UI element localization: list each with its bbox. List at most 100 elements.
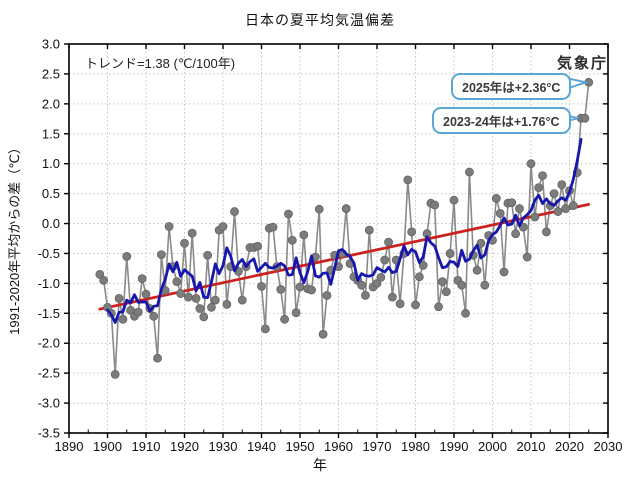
data-point-1904 xyxy=(118,314,128,324)
y-tick-label: -0.5 xyxy=(38,246,60,261)
y-tick-label: -3.5 xyxy=(38,426,60,441)
data-point-2003 xyxy=(499,267,509,277)
data-point-1919 xyxy=(176,289,186,298)
data-point-1903 xyxy=(114,293,124,303)
data-point-1981 xyxy=(414,272,424,282)
data-point-1914 xyxy=(156,250,166,260)
data-point-1971 xyxy=(376,272,386,282)
data-point-2024 xyxy=(580,113,590,123)
data-point-1935 xyxy=(237,295,247,305)
data-point-1957 xyxy=(322,290,332,300)
data-point-1966 xyxy=(357,280,367,290)
data-point-1993 xyxy=(461,308,470,318)
data-point-2012 xyxy=(534,183,544,193)
data-point-2019 xyxy=(561,204,571,213)
data-point-2010 xyxy=(526,159,536,169)
data-point-1931 xyxy=(222,299,232,309)
moving-average-line xyxy=(106,137,583,324)
data-point-1979 xyxy=(407,227,417,237)
data-point-1973 xyxy=(384,237,393,247)
data-point-1926 xyxy=(203,250,213,260)
data-point-1988 xyxy=(441,287,451,297)
y-tick-label: -1.0 xyxy=(38,276,60,291)
data-point-1996 xyxy=(472,265,482,275)
y-tick-label: 1.5 xyxy=(42,126,60,141)
x-tick-label: 2010 xyxy=(517,439,546,454)
data-point-2005 xyxy=(507,198,517,207)
y-axis-label: 1991-2020年平均からの差（℃） xyxy=(7,141,22,335)
x-tick-label: 1920 xyxy=(170,439,199,454)
data-point-1923 xyxy=(191,293,201,303)
y-tick-label: -2.5 xyxy=(38,366,60,381)
data-point-1953 xyxy=(307,285,316,295)
data-point-1945 xyxy=(276,284,286,294)
x-tick-label: 1900 xyxy=(93,439,122,454)
data-point-1927 xyxy=(207,302,216,312)
callout-2025: 2025年は+2.36°C xyxy=(451,73,572,100)
data-point-1905 xyxy=(122,252,132,261)
data-point-1930 xyxy=(218,222,228,231)
data-point-1962 xyxy=(341,204,351,213)
y-tick-label: -3.0 xyxy=(38,396,60,411)
y-tick-label: 3.0 xyxy=(42,37,60,52)
data-point-1987 xyxy=(438,277,447,286)
x-tick-label: 1930 xyxy=(209,439,238,454)
annual-series-line xyxy=(99,82,590,376)
data-point-1950 xyxy=(295,282,305,292)
trend-annotation: トレンド=1.38 (℃/100年) xyxy=(85,56,236,71)
x-tick-label: 1940 xyxy=(247,439,276,454)
data-point-1997 xyxy=(476,238,486,248)
data-point-1908 xyxy=(133,307,143,317)
x-tick-label: 1980 xyxy=(401,439,430,454)
x-tick-label: 1890 xyxy=(55,439,84,454)
data-point-1992 xyxy=(457,280,467,290)
chart-title: 日本の夏平均気温偏差 xyxy=(245,12,395,28)
data-point-1941 xyxy=(260,324,270,334)
data-point-1899 xyxy=(99,275,109,285)
data-point-2007 xyxy=(515,204,524,213)
x-tick-label: 1960 xyxy=(324,439,353,454)
data-point-1939 xyxy=(253,241,263,251)
data-point-1956 xyxy=(318,329,328,339)
data-point-1980 xyxy=(411,300,420,310)
data-point-1921 xyxy=(183,292,193,302)
data-point-1985 xyxy=(430,200,440,210)
data-point-1968 xyxy=(364,225,374,235)
data-point-1916 xyxy=(164,222,174,231)
x-tick-label: 1970 xyxy=(363,439,392,454)
y-tick-label: 0.5 xyxy=(42,186,60,201)
data-point-1948 xyxy=(287,235,297,245)
data-point-1949 xyxy=(291,308,301,318)
x-tick-label: 2030 xyxy=(594,439,623,454)
data-point-1989 xyxy=(445,249,455,258)
data-point-1947 xyxy=(284,209,293,219)
data-point-2009 xyxy=(522,252,532,262)
data-point-1920 xyxy=(180,238,189,248)
data-point-1974 xyxy=(387,292,397,302)
data-point-1910 xyxy=(141,289,151,299)
data-point-1918 xyxy=(172,277,182,286)
data-point-2002 xyxy=(495,208,505,218)
agency-label: 気象庁 xyxy=(556,55,608,72)
data-point-1912 xyxy=(149,311,159,321)
data-point-1933 xyxy=(230,207,239,216)
data-point-1943 xyxy=(268,222,278,232)
data-point-1913 xyxy=(153,353,162,363)
data-point-2014 xyxy=(542,227,551,237)
x-tick-label: 2020 xyxy=(555,439,584,454)
data-point-1972 xyxy=(380,255,390,265)
y-tick-label: 1.0 xyxy=(42,156,60,171)
x-tick-label: 2000 xyxy=(478,439,507,454)
data-point-1902 xyxy=(110,369,120,379)
y-tick-label: 2.0 xyxy=(42,96,60,111)
data-point-2013 xyxy=(538,171,547,181)
data-point-2017 xyxy=(553,207,563,216)
data-point-1909 xyxy=(137,274,147,283)
x-axis-label: 年 xyxy=(313,457,327,473)
x-tick-label: 1990 xyxy=(440,439,469,454)
data-point-2016 xyxy=(549,189,559,199)
data-point-1986 xyxy=(434,302,444,312)
x-tick-label: 1910 xyxy=(132,439,161,454)
